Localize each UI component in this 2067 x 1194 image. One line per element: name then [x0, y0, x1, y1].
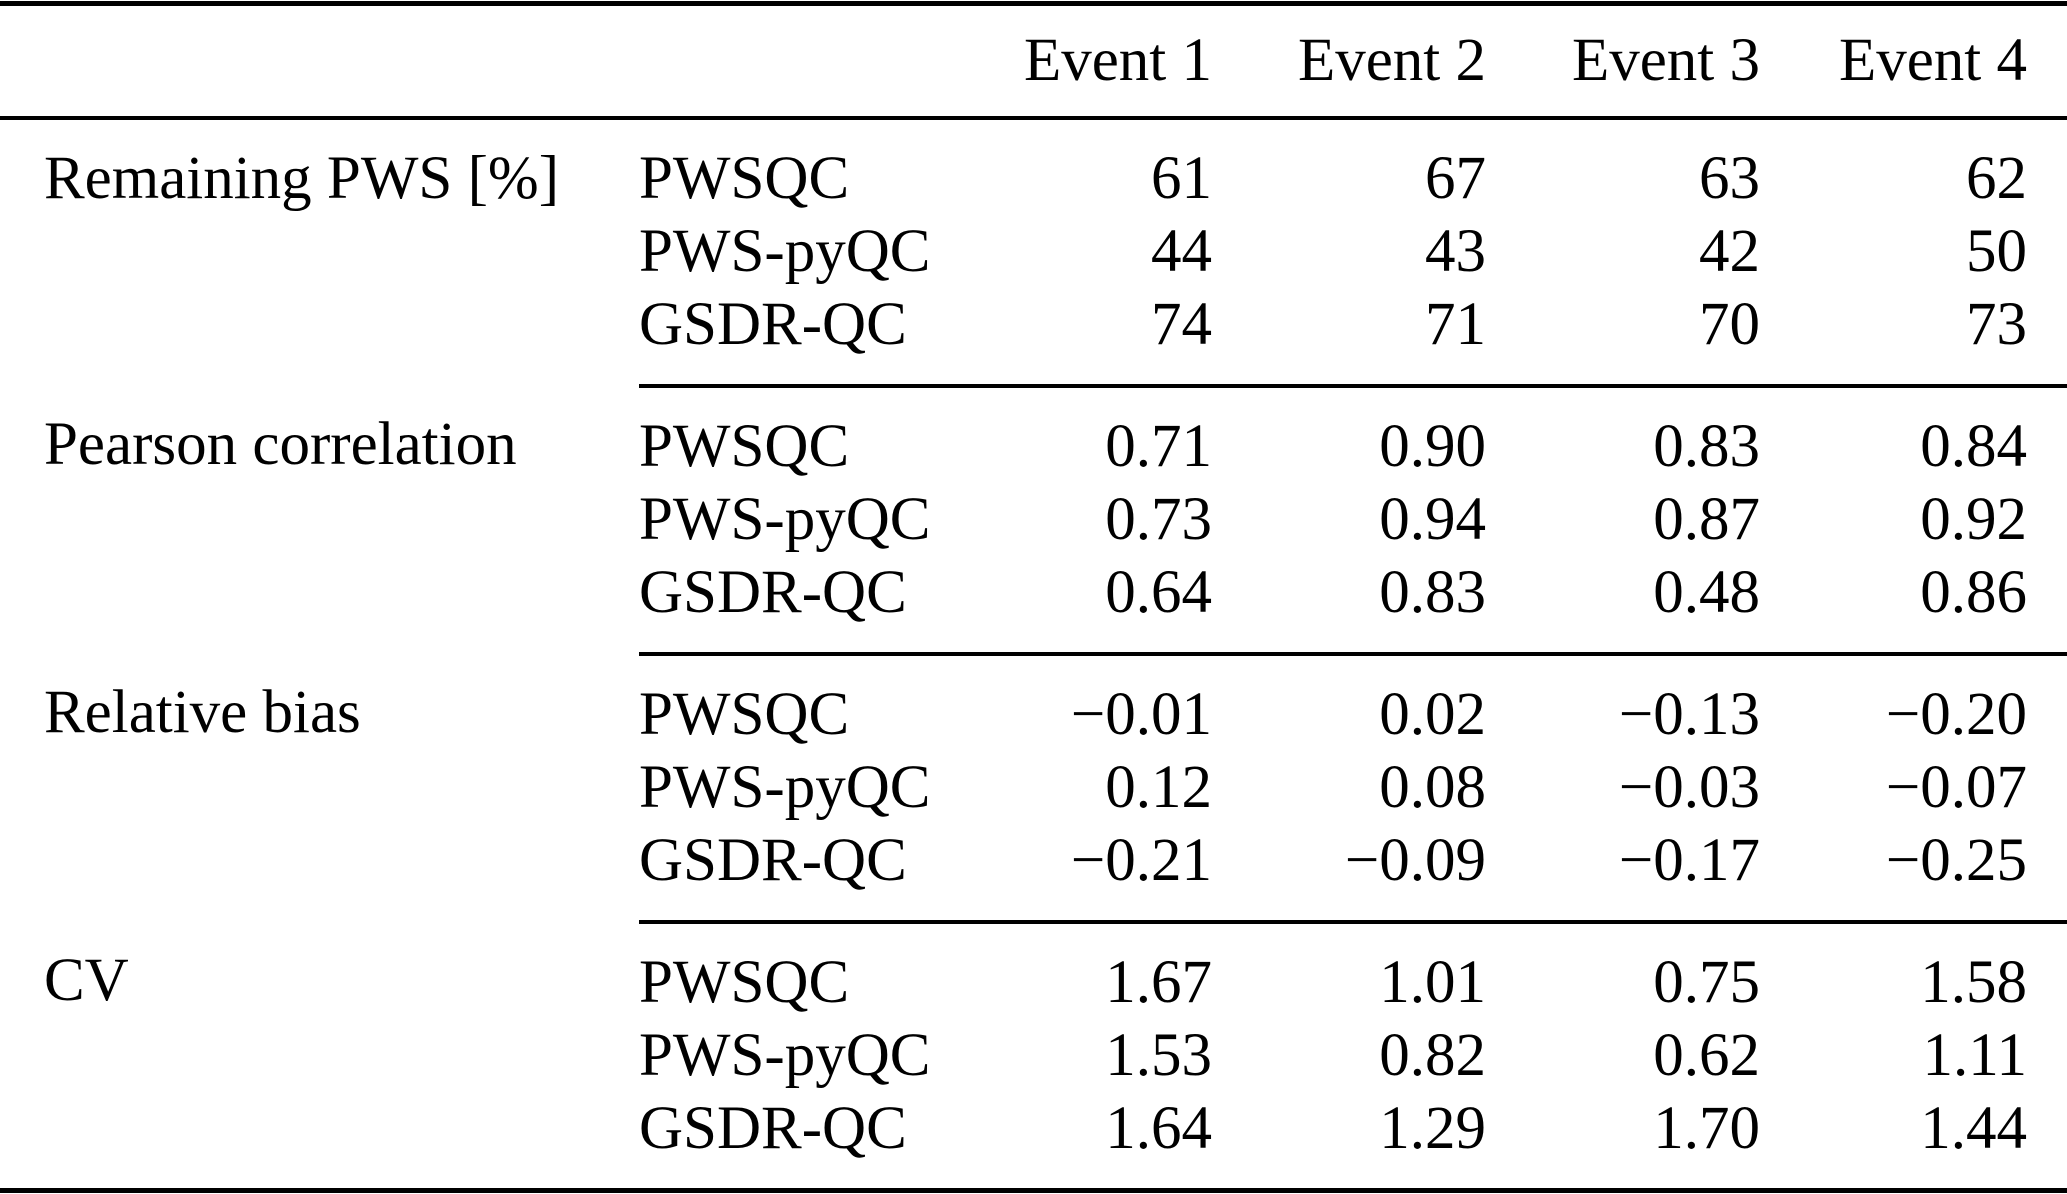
cell-value: 74 — [939, 288, 1212, 388]
table-row: PWS-pyQC 44 43 42 50 — [0, 215, 2067, 288]
cell-value: 1.64 — [1105, 1095, 1212, 1162]
cell-value: −0.17 — [1486, 824, 1760, 924]
table-header-row: Event 1 Event 2 Event 3 Event 4 — [0, 3, 2067, 120]
cell-value: 1.70 — [1653, 1095, 1760, 1162]
cell-value: 0.82 — [1379, 1022, 1486, 1089]
cell-value: 0.86 — [1760, 556, 2067, 656]
section-remaining-pws: Remaining PWS [%] PWSQC 61 67 63 62 PWS-… — [0, 118, 2067, 388]
cell-value: 0.94 — [1379, 486, 1486, 553]
method-label: GSDR-QC — [639, 288, 939, 388]
cell-value: 1.01 — [1379, 949, 1486, 1016]
table-row: PWS-pyQC 1.53 0.82 0.62 1.11 — [0, 1019, 2067, 1092]
cell-value: 50 — [1966, 218, 2027, 285]
section-label: Relative bias — [44, 679, 361, 746]
method-label: GSDR-QC — [639, 824, 939, 924]
cell-value: −0.21 — [939, 824, 1212, 924]
table-row: CV PWSQC 1.67 1.01 0.75 1.58 — [0, 922, 2067, 1019]
column-header-event3: Event 3 — [1486, 3, 1760, 120]
cell-value: 0.84 — [1920, 413, 2027, 480]
table-row: GSDR-QC −0.21 −0.09 −0.17 −0.25 — [0, 824, 2067, 924]
cell-value: −0.03 — [1618, 754, 1760, 821]
cell-value: −0.01 — [1070, 681, 1212, 748]
cell-value: 0.62 — [1653, 1022, 1760, 1089]
method-label: PWSQC — [639, 949, 850, 1016]
section-pearson-correlation: Pearson correlation PWSQC 0.71 0.90 0.83… — [0, 386, 2067, 656]
cell-value: −0.09 — [1212, 824, 1486, 924]
cell-value: 70 — [1486, 288, 1760, 388]
cell-value: 0.64 — [939, 556, 1212, 656]
section-label: CV — [44, 947, 129, 1014]
cell-value: 42 — [1699, 218, 1760, 285]
table-row: PWS-pyQC 0.73 0.94 0.87 0.92 — [0, 483, 2067, 556]
cell-value: 43 — [1425, 218, 1486, 285]
section-relative-bias: Relative bias PWSQC −0.01 0.02 −0.13 −0.… — [0, 654, 2067, 924]
table-row: GSDR-QC 0.64 0.83 0.48 0.86 — [0, 556, 2067, 656]
header-spacer-method — [639, 3, 939, 120]
cell-value: −0.25 — [1760, 824, 2067, 924]
column-header-event4: Event 4 — [1760, 3, 2067, 120]
method-label: PWSQC — [639, 413, 850, 480]
cell-value: 0.71 — [1105, 413, 1212, 480]
cell-value: 0.92 — [1920, 486, 2027, 553]
method-label: GSDR-QC — [639, 1095, 907, 1162]
table-row: Relative bias PWSQC −0.01 0.02 −0.13 −0.… — [0, 654, 2067, 751]
cell-value: 0.87 — [1653, 486, 1760, 553]
cell-value: −0.20 — [1885, 681, 2027, 748]
cell-value: 0.73 — [1105, 486, 1212, 553]
cell-value: 62 — [1966, 145, 2027, 212]
section-label: Remaining PWS [%] — [44, 145, 560, 212]
cell-value: 1.53 — [1105, 1022, 1212, 1089]
section-label: Pearson correlation — [44, 411, 517, 478]
method-label: PWS-pyQC — [639, 754, 931, 821]
cell-value: 0.75 — [1653, 949, 1760, 1016]
column-header-event2: Event 2 — [1212, 3, 1486, 120]
cell-value: −0.07 — [1885, 754, 2027, 821]
cell-value: 71 — [1212, 288, 1486, 388]
table-row: GSDR-QC 74 71 70 73 — [0, 288, 2067, 388]
cell-value: 0.90 — [1379, 413, 1486, 480]
cell-value: 61 — [1151, 145, 1212, 212]
cell-value: 1.58 — [1920, 949, 2027, 1016]
cell-value: 0.12 — [1105, 754, 1212, 821]
method-label: PWS-pyQC — [639, 1022, 931, 1089]
table-row: GSDR-QC 1.64 1.29 1.70 1.44 — [0, 1092, 2067, 1191]
cell-value: 73 — [1760, 288, 2067, 388]
method-label: PWSQC — [639, 681, 850, 748]
cell-value: 44 — [1151, 218, 1212, 285]
table-row: Pearson correlation PWSQC 0.71 0.90 0.83… — [0, 386, 2067, 483]
cell-value: −0.13 — [1618, 681, 1760, 748]
section-cv: CV PWSQC 1.67 1.01 0.75 1.58 PWS-pyQC 1.… — [0, 922, 2067, 1191]
cell-value: 1.67 — [1105, 949, 1212, 1016]
column-header-event1: Event 1 — [939, 3, 1212, 120]
table-row: PWS-pyQC 0.12 0.08 −0.03 −0.07 — [0, 751, 2067, 824]
cell-value: 1.44 — [1920, 1095, 2027, 1162]
cell-value: 0.83 — [1212, 556, 1486, 656]
method-label: GSDR-QC — [639, 556, 939, 656]
cell-value: 0.02 — [1379, 681, 1486, 748]
table-header: Event 1 Event 2 Event 3 Event 4 — [0, 3, 2067, 120]
cell-value: 0.83 — [1653, 413, 1760, 480]
method-label: PWS-pyQC — [639, 486, 931, 553]
cell-value: 1.11 — [1922, 1022, 2028, 1089]
method-label: PWSQC — [639, 145, 850, 212]
header-spacer-label — [0, 3, 639, 120]
cell-value: 1.29 — [1379, 1095, 1486, 1162]
cell-value: 67 — [1425, 145, 1486, 212]
cell-value: 0.08 — [1379, 754, 1486, 821]
table-row: Remaining PWS [%] PWSQC 61 67 63 62 — [0, 118, 2067, 215]
method-label: PWS-pyQC — [639, 218, 931, 285]
cell-value: 0.48 — [1486, 556, 1760, 656]
cell-value: 63 — [1699, 145, 1760, 212]
